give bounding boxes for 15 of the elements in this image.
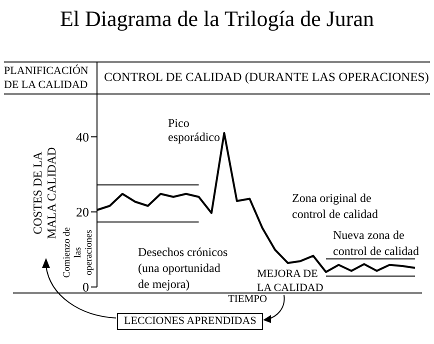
annotation: MEJORA DE LA CALIDAD <box>257 267 324 295</box>
annotation: Nueva zona de control de calidad <box>333 227 420 259</box>
annotation: Zona original de control de calidad <box>292 190 379 222</box>
y-tick-label: 40 <box>76 129 89 144</box>
annotation: Desechos crónicos (una oportunidad de mejora) <box>138 244 228 292</box>
y-tick-label: 20 <box>76 204 89 220</box>
y-tick-label: 0 <box>82 280 89 295</box>
text: CONTROL DE CALIDAD (DURANTE LAS OPERACIONES) <box>104 70 429 85</box>
chart-title: El Diagrama de la Trilogía de Juran <box>58 6 376 32</box>
x-axis-title: TIEMPO <box>228 294 268 305</box>
annotation: Comienzo de las operaciones <box>62 226 96 280</box>
text: LECCIONES APRENDIDAS <box>117 313 264 330</box>
text: PLANIFICACIÓN DE LA CALIDAD <box>4 64 90 92</box>
annotation: Pico esporádico <box>168 116 221 144</box>
y-axis-title: COSTES DE LA MALA CALIDAD <box>30 146 58 240</box>
